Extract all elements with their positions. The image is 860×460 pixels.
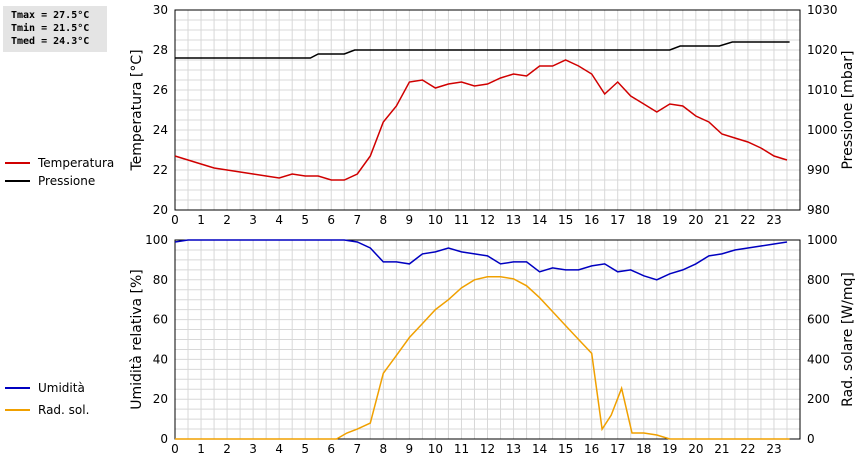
y2-tick-label: 1000: [807, 123, 838, 137]
x-tick-label: 13: [506, 442, 521, 456]
x-tick-label: 2: [223, 213, 231, 227]
plot-frame: [174, 9, 801, 211]
y-tick-label: 30: [153, 3, 168, 17]
x-tick-label: 8: [380, 442, 388, 456]
x-tick-label: 7: [353, 213, 361, 227]
tmin-label: Tmin = 21.5°C: [11, 23, 90, 34]
x-tick-label: 3: [249, 442, 257, 456]
x-tick-label: 6: [327, 213, 335, 227]
x-tick-label: 12: [480, 213, 495, 227]
y2-tick-label: 200: [807, 392, 830, 406]
y-tick-label: 100: [145, 233, 168, 247]
x-tick-label: 4: [275, 442, 283, 456]
x-tick-label: 23: [766, 442, 781, 456]
x-tick-label: 19: [662, 213, 677, 227]
x-tick-label: 19: [662, 442, 677, 456]
y-tick-label: 24: [153, 123, 168, 137]
x-tick-label: 18: [636, 442, 651, 456]
y-tick-label: 60: [153, 313, 168, 327]
stats-box: Tmax = 27.5°C Tmin = 21.5°C Tmed = 24.3°…: [3, 6, 107, 52]
legend-label: Umidità: [38, 381, 85, 395]
y2-tick-label: 800: [807, 273, 830, 287]
x-tick-label: 16: [584, 213, 599, 227]
x-tick-label: 22: [740, 442, 755, 456]
x-tick-label: 14: [532, 213, 547, 227]
x-tick-label: 21: [714, 442, 729, 456]
x-tick-label: 13: [506, 213, 521, 227]
x-tick-label: 1: [197, 442, 205, 456]
x-tick-label: 1: [197, 213, 205, 227]
y2-tick-label: 1020: [807, 43, 838, 57]
x-tick-label: 23: [766, 213, 781, 227]
x-tick-label: 2: [223, 442, 231, 456]
x-tick-label: 8: [380, 213, 388, 227]
x-tick-label: 10: [428, 213, 443, 227]
x-tick-label: 22: [740, 213, 755, 227]
x-tick-label: 17: [610, 442, 625, 456]
series-line-rad-sol: [175, 276, 790, 440]
x-tick-label: 14: [532, 442, 547, 456]
x-tick-label: 3: [249, 213, 257, 227]
x-tick-label: 5: [301, 442, 309, 456]
x-tick-label: 5: [301, 213, 309, 227]
series-line-umidit: [174, 239, 788, 281]
x-tick-label: 9: [406, 442, 414, 456]
y-tick-label: 40: [153, 352, 168, 366]
legend-label: Temperatura: [37, 156, 114, 170]
chart-panel-1: 0 1 2 3 4 5 6 7 8 9 10 11 12 13 14 15 16 17 18 19 20 21 22 2320…: [5, 3, 856, 227]
x-tick-label: 10: [428, 442, 443, 456]
series-line-temperatura: [174, 59, 788, 181]
series-line-pressione: [175, 41, 790, 59]
x-tick-label: 21: [714, 213, 729, 227]
x-tick-label: 15: [558, 213, 573, 227]
y-tick-label: 0: [160, 432, 168, 446]
x-tick-label: 20: [688, 213, 703, 227]
y2-tick-label: 1000: [807, 233, 838, 247]
x-tick-label: 9: [406, 213, 414, 227]
y-tick-label: 20: [153, 203, 168, 217]
x-tick-label: 16: [584, 442, 599, 456]
y-axis-title: Temperatura [°C]: [129, 49, 145, 171]
x-tick-label: 0: [171, 213, 179, 227]
y2-tick-label: 0: [807, 432, 815, 446]
x-tick-label: 18: [636, 213, 651, 227]
y-tick-label: 20: [153, 392, 168, 406]
y-tick-label: 22: [153, 163, 168, 177]
y2-tick-label: 600: [807, 313, 830, 327]
y-axis-title: Umidità relativa [%]: [129, 269, 145, 410]
y2-tick-label: 980: [807, 203, 830, 217]
y2-tick-label: 1030: [807, 3, 838, 17]
chart-panel-2: 0 1 2 3 4 5 6 7 8 9 10 11 12 13 14 15 16 17 18 19 20 21 22 2302…: [5, 233, 856, 456]
y2-axis-title: Pressione [mbar]: [840, 50, 856, 169]
y2-tick-label: 1010: [807, 83, 838, 97]
x-tick-label: 7: [353, 442, 361, 456]
y2-axis-title: Rad. solare [W/mq]: [840, 272, 856, 407]
x-tick-label: 20: [688, 442, 703, 456]
x-tick-label: 0: [171, 442, 179, 456]
x-tick-label: 4: [275, 213, 283, 227]
y2-tick-label: 400: [807, 352, 830, 366]
y2-tick-label: 990: [807, 163, 830, 177]
x-tick-label: 11: [454, 213, 469, 227]
y-tick-label: 28: [153, 43, 168, 57]
x-tick-label: 15: [558, 442, 573, 456]
x-tick-label: 12: [480, 442, 495, 456]
tmax-label: Tmax = 27.5°C: [11, 10, 90, 21]
y-tick-label: 26: [153, 83, 168, 97]
x-tick-label: 11: [454, 442, 469, 456]
x-tick-label: 6: [327, 442, 335, 456]
tmed-label: Tmed = 24.3°C: [11, 36, 90, 47]
legend-label: Rad. sol.: [38, 403, 89, 417]
plot-frame: [174, 239, 801, 440]
x-tick-label: 17: [610, 213, 625, 227]
y-tick-label: 80: [153, 273, 168, 287]
legend-label: Pressione: [38, 174, 95, 188]
